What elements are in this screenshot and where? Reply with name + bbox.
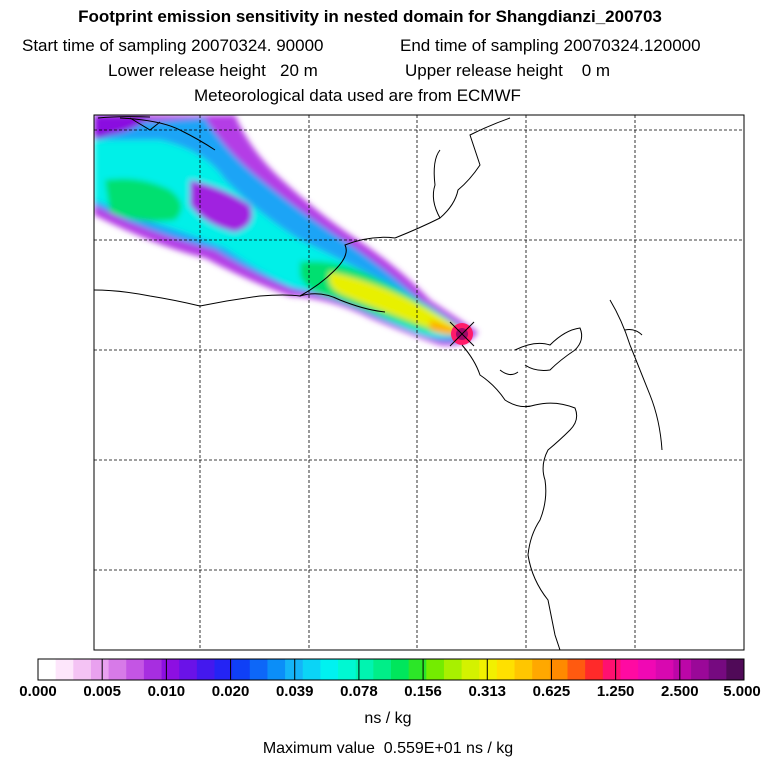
receptor-hotspot xyxy=(449,321,475,347)
colorbar-swatch xyxy=(655,659,674,680)
map-frame xyxy=(93,114,745,651)
colorbar-swatch xyxy=(391,659,410,680)
colorbar-tick-label: 0.020 xyxy=(211,683,250,700)
colorbar-tick-label: 0.625 xyxy=(532,683,571,700)
colorbar-swatch xyxy=(73,659,92,680)
upper-height-row: Upper release height 0 m xyxy=(405,61,610,81)
colorbar-swatch xyxy=(585,659,604,680)
colorbar-tick-label: 2.500 xyxy=(661,683,699,700)
page-title: Footprint emission sensitivity in nested… xyxy=(78,7,662,26)
colorbar-swatch xyxy=(108,659,127,680)
colorbar-tick-label: 0.313 xyxy=(468,683,507,700)
colorbar-frame xyxy=(37,658,745,681)
colorbar-swatch xyxy=(179,659,198,680)
start-time-value: 20070324. 90000 xyxy=(191,36,324,55)
colorbar-tick-label: 0.010 xyxy=(147,683,186,700)
colorbar-swatch xyxy=(302,659,321,680)
colorbar-swatch xyxy=(532,659,551,680)
colorbar-swatch xyxy=(691,659,710,680)
colorbar-swatch xyxy=(126,659,145,680)
lower-height-row: Lower release height 20 m xyxy=(108,61,318,81)
coastlines xyxy=(94,116,663,650)
colorbar-tick-label: 0.000 xyxy=(19,683,57,700)
lower-height-label: Lower release height xyxy=(108,61,266,80)
colorbar-tick-label: 1.250 xyxy=(596,683,635,700)
colorbar-swatch xyxy=(726,659,745,680)
colorbar xyxy=(37,658,745,681)
colorbar-swatch xyxy=(461,659,480,680)
colorbar-tick-label: 0.156 xyxy=(404,683,442,700)
upper-height-value: 0 m xyxy=(581,61,611,80)
colorbar-swatch xyxy=(320,659,339,680)
end-time-value: 20070324.120000 xyxy=(563,36,701,55)
colorbar-swatch xyxy=(514,659,533,680)
colorbar-swatch xyxy=(355,659,374,680)
colorbar-swatch xyxy=(443,659,463,680)
colorbar-swatch xyxy=(55,659,74,680)
map-grid xyxy=(94,115,744,650)
colorbar-swatch xyxy=(673,659,692,680)
colorbar-swatch xyxy=(426,659,445,680)
colorbar-tick-label: 5.000 xyxy=(723,683,761,700)
colorbar-swatch xyxy=(232,659,251,680)
colorbar-swatch xyxy=(38,659,57,680)
colorbar-swatch xyxy=(602,659,621,680)
colorbar-swatch xyxy=(567,659,586,680)
colorbar-tick-label: 0.005 xyxy=(83,683,121,700)
colorbar-swatch xyxy=(249,659,268,680)
colorbar-swatch xyxy=(267,659,286,680)
colorbar-swatch xyxy=(496,659,516,680)
colorbar-swatch xyxy=(285,659,304,680)
colorbar-swatch xyxy=(143,659,163,680)
colorbar-swatch xyxy=(620,659,639,680)
colorbar-swatch xyxy=(638,659,657,680)
colorbar-tick-label: 0.039 xyxy=(275,683,314,700)
plume-field xyxy=(94,115,663,650)
colorbar-swatch xyxy=(196,659,215,680)
start-time-row: Start time of sampling 20070324. 90000 xyxy=(22,36,324,56)
colorbar-swatch xyxy=(549,659,568,680)
colorbar-swatch xyxy=(214,659,233,680)
start-time-label: Start time of sampling xyxy=(22,36,187,55)
plume-contour-yellow xyxy=(329,272,462,331)
maximum-value: 0.559E+01 ns / kg xyxy=(383,740,514,757)
lower-height-value: 20 m xyxy=(280,61,318,80)
colorbar-tick-label: 0.078 xyxy=(340,683,378,700)
upper-height-label: Upper release height xyxy=(405,61,563,80)
colorbar-swatch xyxy=(708,659,727,680)
colorbar-swatch xyxy=(373,659,392,680)
maximum-value-row: Maximum value 0.559E+01 ns / kg xyxy=(263,740,513,758)
plume-contour-violet xyxy=(190,180,253,232)
colorbar-swatch xyxy=(161,659,180,680)
met-data-note: Meteorological data used are from ECMWF xyxy=(194,86,521,105)
end-time-row: End time of sampling 20070324.120000 xyxy=(400,36,701,56)
colorbar-swatch xyxy=(408,659,427,680)
colorbar-unit: ns / kg xyxy=(364,710,412,727)
colorbar-swatch xyxy=(90,659,110,680)
colorbar-swatch xyxy=(479,659,498,680)
maximum-value-label: Maximum value xyxy=(262,740,375,757)
end-time-label: End time of sampling xyxy=(400,36,559,55)
colorbar-swatch xyxy=(338,659,357,680)
